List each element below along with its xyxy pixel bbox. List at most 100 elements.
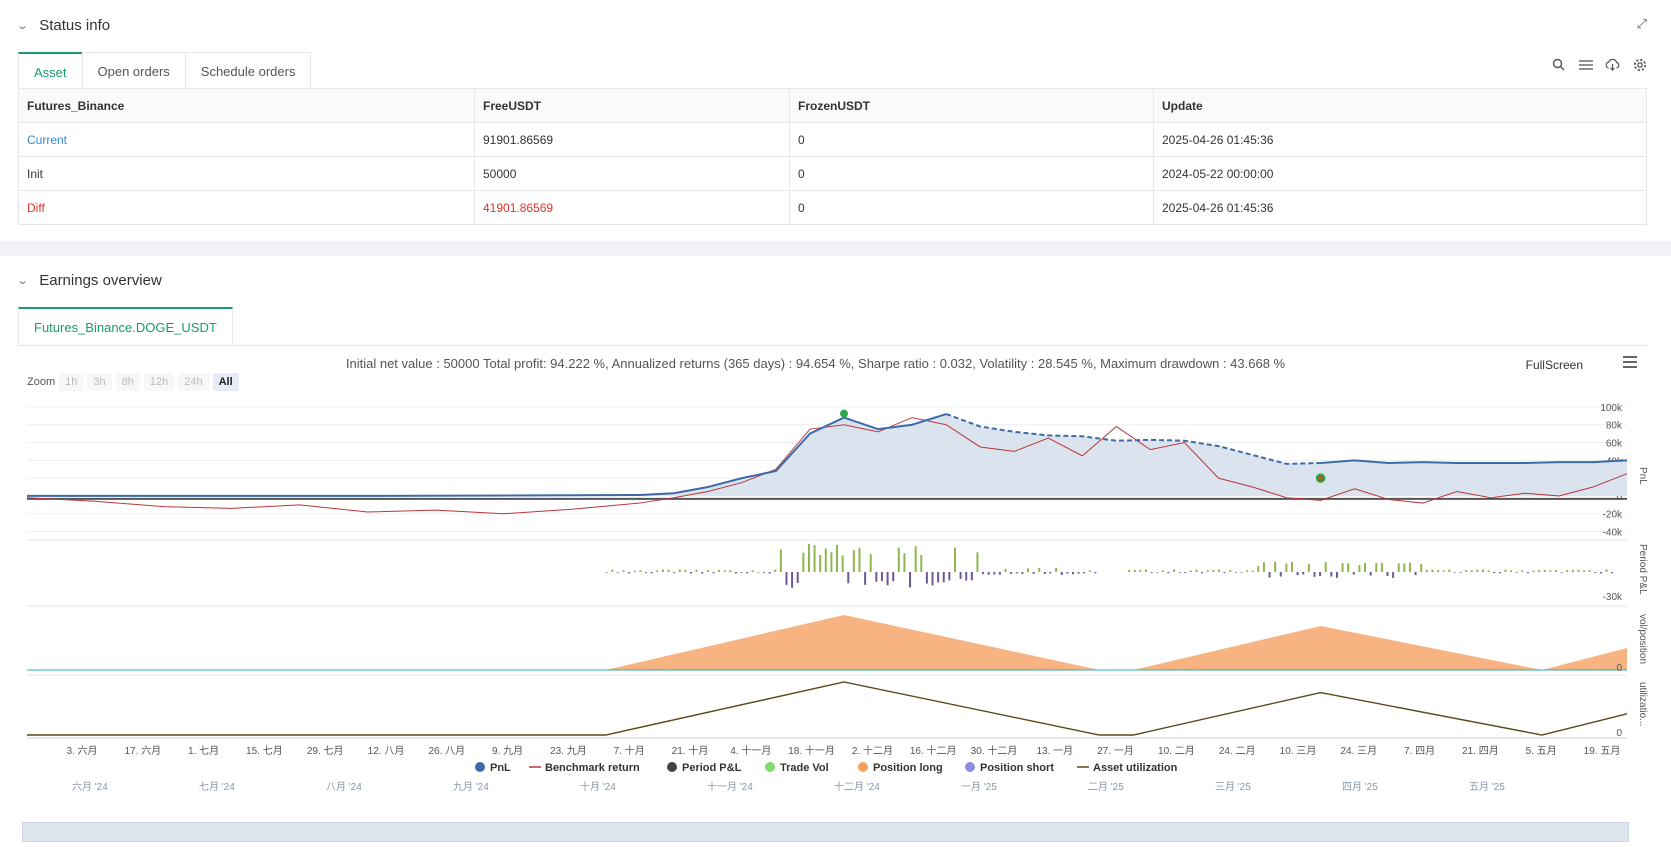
cell: 2025-04-26 01:45:36: [1153, 122, 1647, 157]
period-pnl-bar: [1161, 570, 1164, 572]
period-pnl-bar: [1088, 570, 1091, 572]
period-pnl-bar: [712, 572, 715, 574]
legend-item: Asset utilization: [1093, 762, 1178, 774]
chevron-down-icon[interactable]: ⌄: [16, 20, 30, 32]
period-pnl-bar: [1229, 570, 1232, 572]
period-pnl-bar: [1262, 562, 1265, 572]
period-pnl-bar: [1049, 572, 1052, 574]
period-pnl-bar: [937, 572, 940, 583]
zoom-24h-button[interactable]: 24h: [178, 373, 209, 391]
period-pnl-bar: [1493, 572, 1496, 574]
zoom-bar: Zoom 1h 3h 8h 12h 24h All: [27, 373, 239, 391]
zoom-12h-button[interactable]: 12h: [143, 373, 175, 391]
legend-swatch: [765, 762, 775, 772]
period-pnl-bar: [875, 572, 878, 582]
zoom-1h-button[interactable]: 1h: [59, 373, 84, 391]
tab-open-orders[interactable]: Open orders: [81, 52, 186, 90]
legend-swatch: [965, 762, 975, 772]
cell: 50000: [474, 156, 790, 191]
chevron-down-icon[interactable]: ⌄: [16, 275, 30, 287]
trade-marker: [1315, 473, 1326, 483]
period-pnl-bar: [1324, 562, 1327, 572]
period-pnl-bar: [1543, 569, 1546, 572]
period-pnl-bar: [1414, 572, 1417, 576]
tab-doge-usdt[interactable]: Futures_Binance.DOGE_USDT: [18, 307, 233, 345]
navigator-label: 五月 '25: [1469, 781, 1505, 793]
period-pnl-bar: [1403, 563, 1406, 572]
earnings-header[interactable]: ⌄ Earnings overview: [16, 272, 162, 289]
period-pnl-bar: [1234, 572, 1237, 573]
period-pnl-bar: [1526, 572, 1529, 573]
status-panel: ⌄ Status info ⤢ Asset Open orders Schedu…: [0, 0, 1671, 241]
period-pnl-bar: [628, 572, 631, 574]
pnl-line-dashed: [945, 413, 1321, 465]
period-pnl-bar: [1032, 572, 1035, 574]
navigator-label: 二月 '25: [1088, 781, 1124, 793]
x-tick-label: 27. 一月: [1097, 745, 1134, 757]
zoom-3h-button[interactable]: 3h: [87, 373, 112, 391]
period-pnl-bar: [1453, 572, 1456, 573]
period-pnl-bar: [847, 572, 850, 584]
period-pnl-bar: [1027, 568, 1029, 572]
status-title: Status info: [39, 17, 111, 34]
cloud-download-icon[interactable]: [1605, 57, 1620, 72]
fullscreen-button[interactable]: FullScreen: [1525, 358, 1583, 372]
range-navigator[interactable]: [22, 822, 1629, 842]
period-pnl-bar: [852, 550, 855, 572]
period-pnl-bar: [768, 572, 771, 574]
period-pnl-bar: [1128, 569, 1131, 572]
period-pnl-bar: [661, 569, 664, 572]
period-pnl-bar: [645, 572, 648, 573]
x-tick-label: 10. 二月: [1158, 745, 1195, 757]
period-pnl-bar: [1369, 572, 1372, 576]
x-tick-label: 1. 七月: [188, 745, 219, 757]
period-pnl-bar: [1470, 570, 1473, 572]
period-pnl-bar: [695, 569, 698, 572]
x-tick-label: 21. 四月: [1462, 745, 1499, 757]
period-pnl-bar: [639, 570, 642, 572]
period-pnl-bar: [836, 544, 839, 572]
period-pnl-bar: [1240, 572, 1243, 573]
period-pnl-bar: [1347, 563, 1350, 572]
period-pnl-bar: [869, 554, 872, 572]
period-pnl-bar: [1060, 572, 1063, 575]
period-pnl-bar: [796, 572, 799, 584]
period-pnl-bar: [864, 572, 867, 585]
x-tick-label: 19. 五月: [1584, 745, 1621, 757]
period-pnl-bar: [684, 569, 687, 572]
row-label: Diff: [18, 190, 475, 225]
period-pnl-bar: [723, 570, 726, 572]
period-pnl-bar: [1319, 572, 1322, 577]
period-pnl-bar: [1189, 570, 1192, 572]
x-tick-label: 4. 十一月: [730, 744, 771, 757]
list-icon[interactable]: [1578, 57, 1593, 72]
period-pnl-bar: [824, 548, 827, 572]
period-pnl-bar: [1071, 572, 1074, 575]
period-pnl-bar: [729, 570, 732, 572]
period-pnl-bar: [1251, 570, 1254, 572]
gear-icon[interactable]: [1632, 57, 1647, 72]
x-tick-label: 29. 七月: [307, 745, 344, 757]
navigator-label: 六月 '24: [72, 781, 108, 793]
period-pnl-bar: [920, 554, 923, 572]
period-pnl-bar: [1442, 570, 1445, 572]
search-icon[interactable]: [1551, 57, 1566, 72]
period-pnl-bar: [1448, 569, 1451, 572]
period-pnl-bar: [1156, 572, 1159, 573]
menu-icon[interactable]: [1621, 354, 1639, 370]
period-pnl-bar: [892, 572, 895, 582]
period-pnl-bar: [1173, 569, 1176, 572]
tab-schedule-orders[interactable]: Schedule orders: [184, 52, 312, 90]
period-pnl-bar: [807, 543, 810, 572]
status-header[interactable]: ⌄ Status info: [16, 17, 111, 34]
pnl-area: [27, 414, 1627, 496]
collapse-icon[interactable]: ⤢: [1636, 16, 1647, 31]
legend-item: Position long: [873, 762, 943, 774]
x-tick-label: 24. 三月: [1340, 745, 1377, 757]
tab-asset[interactable]: Asset: [18, 52, 83, 90]
zoom-8h-button[interactable]: 8h: [115, 373, 140, 391]
period-pnl-bar: [1268, 572, 1271, 578]
zoom-all-button[interactable]: All: [212, 373, 239, 391]
period-pnl-bar: [880, 572, 883, 582]
